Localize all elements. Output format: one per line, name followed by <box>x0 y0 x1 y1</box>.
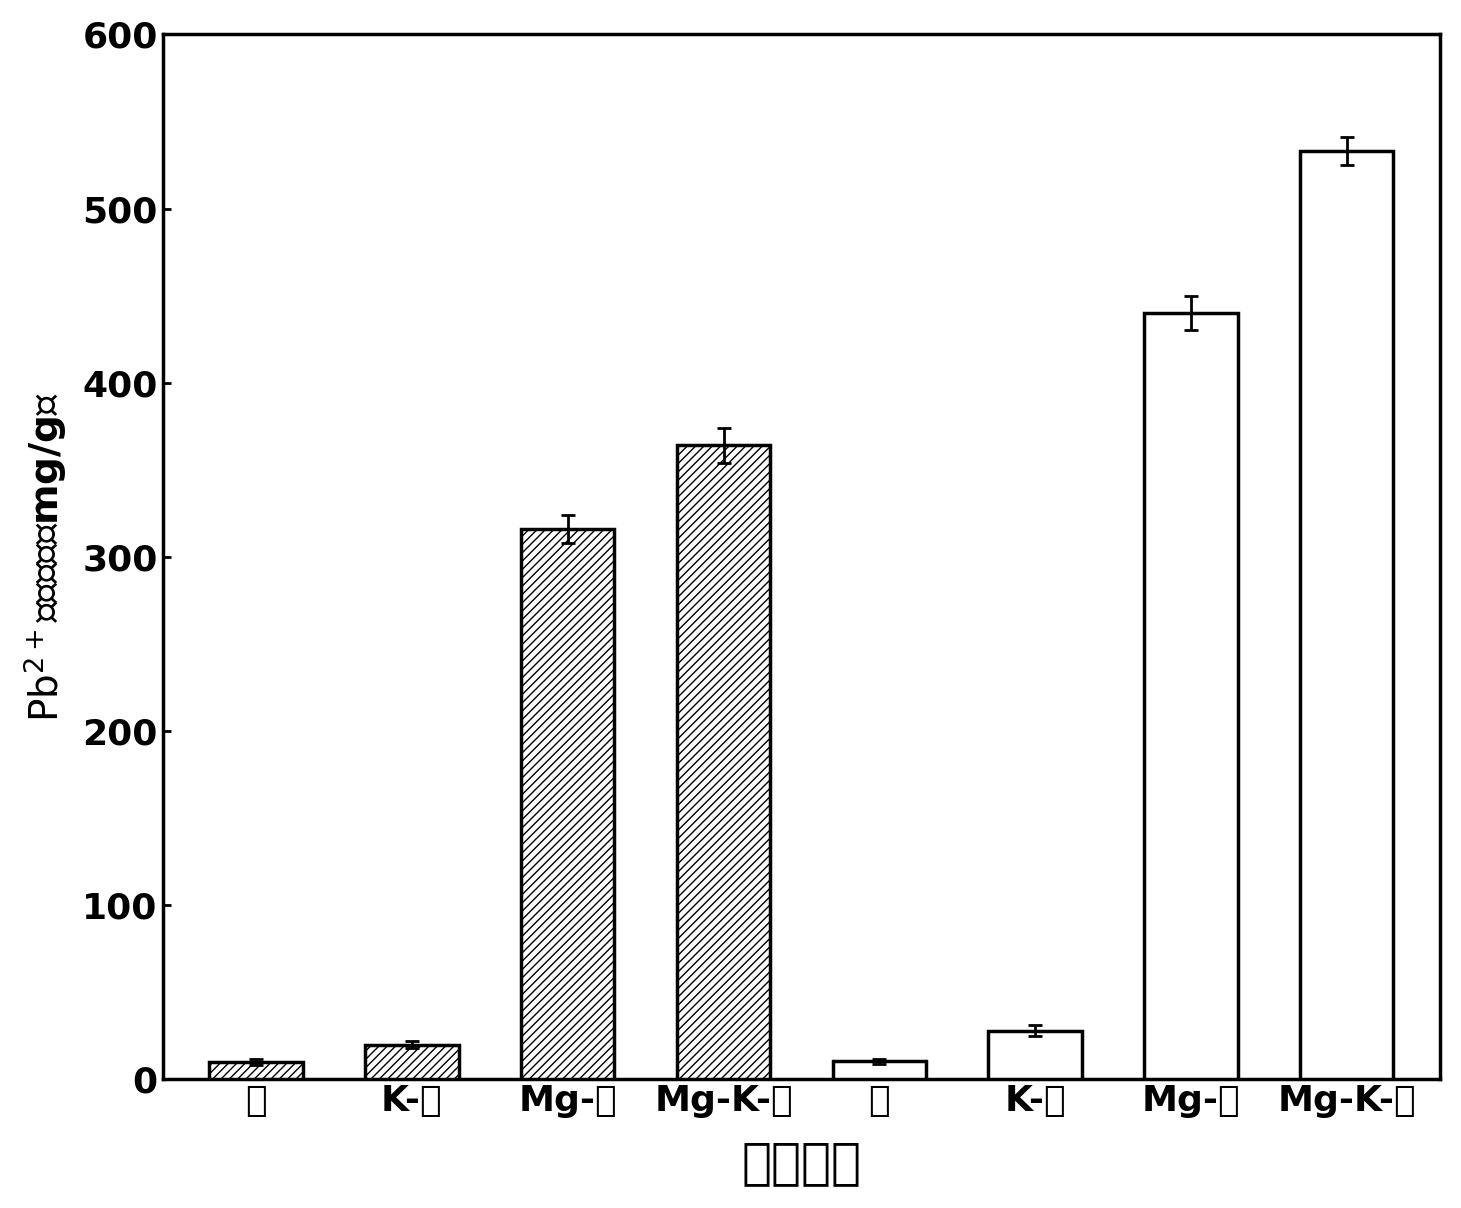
X-axis label: 材料种类: 材料种类 <box>741 1139 862 1187</box>
Bar <box>833 1061 926 1080</box>
Bar <box>209 1062 302 1080</box>
Y-axis label: $\mathrm{Pb^{2+}}$的吸附量（mg/g）: $\mathrm{Pb^{2+}}$的吸附量（mg/g） <box>20 391 69 722</box>
Bar <box>522 529 615 1080</box>
Bar <box>988 1030 1081 1080</box>
Bar <box>1300 151 1394 1080</box>
Bar <box>676 446 770 1080</box>
Bar <box>365 1045 459 1080</box>
Bar <box>1144 313 1237 1080</box>
